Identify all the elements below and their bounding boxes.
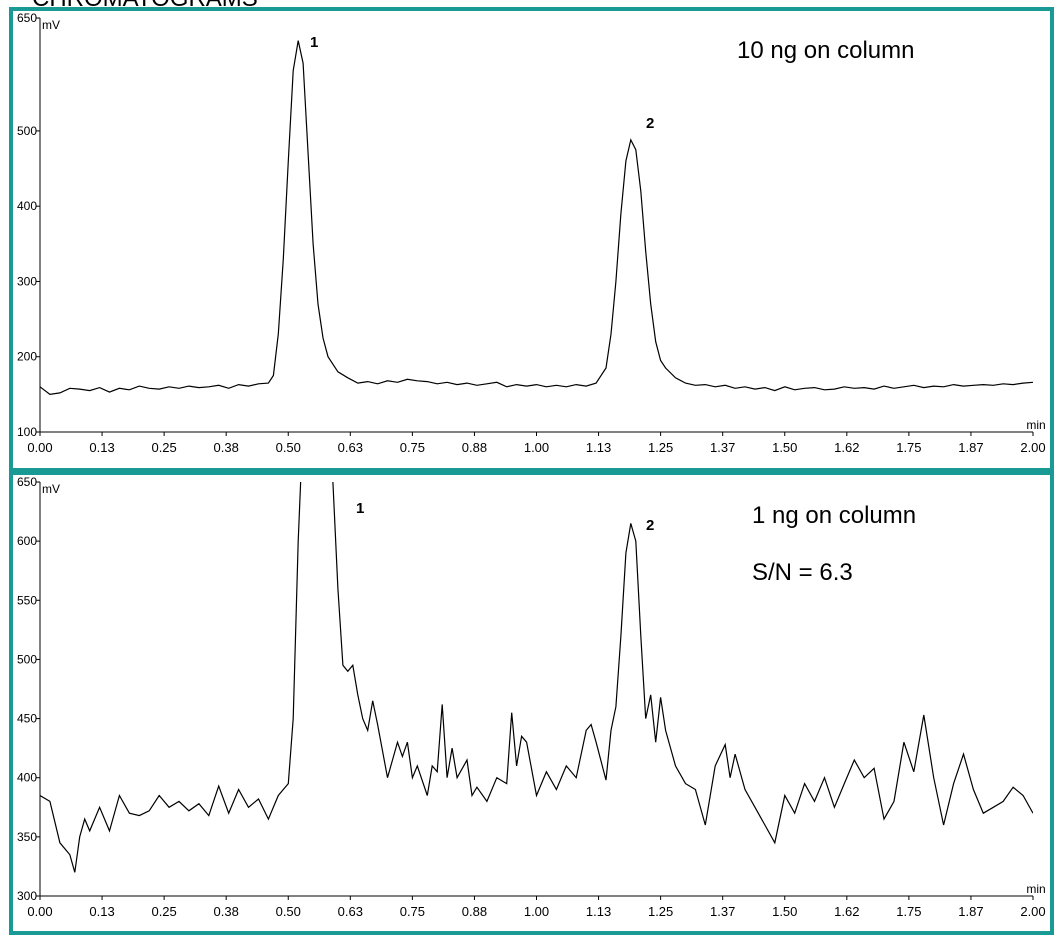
- x-tick-label: 1.00: [524, 904, 549, 919]
- annotation: 1: [356, 500, 364, 517]
- x-tick-label: 1.13: [586, 440, 611, 455]
- y-tick-label: 500: [17, 652, 37, 666]
- x-tick-label: 0.25: [151, 904, 176, 919]
- x-tick-label: 1.87: [958, 440, 983, 455]
- x-tick-label: 1.25: [648, 904, 673, 919]
- x-tick-label: 0.38: [214, 904, 239, 919]
- annotation: 2: [646, 517, 654, 534]
- x-tick-label: 0.13: [89, 440, 114, 455]
- x-tick-label: 0.13: [89, 904, 114, 919]
- y-tick-label: 600: [17, 534, 37, 548]
- x-tick-label: 0.50: [276, 904, 301, 919]
- y-tick-label: 650: [17, 475, 37, 489]
- x-tick-label: 0.88: [462, 440, 487, 455]
- x-tick-label: 1.50: [772, 904, 797, 919]
- y-tick-label: 200: [17, 350, 37, 364]
- x-tick-label: 1.87: [958, 904, 983, 919]
- x-tick-label: 1.50: [772, 440, 797, 455]
- x-tick-label: 1.37: [710, 904, 735, 919]
- x-tick-label: 0.75: [400, 904, 425, 919]
- chromatogram-line: [40, 40, 1033, 396]
- x-tick-label: 0.75: [400, 440, 425, 455]
- x-tick-label: 0.63: [338, 904, 363, 919]
- x-tick-label: 1.25: [648, 440, 673, 455]
- x-tick-label: 2.00: [1020, 440, 1045, 455]
- x-tick-label: 0.25: [151, 440, 176, 455]
- x-tick-label: 0.00: [27, 904, 52, 919]
- y-tick-label: 450: [17, 712, 37, 726]
- x-tick-label: 1.00: [524, 440, 549, 455]
- x-axis-unit: min: [1026, 418, 1045, 432]
- panel-frame: [9, 471, 1054, 935]
- x-tick-label: 2.00: [1020, 904, 1045, 919]
- y-tick-label: 300: [17, 274, 37, 288]
- annotation: 1 ng on column: [752, 502, 916, 529]
- annotation: 10 ng on column: [737, 37, 914, 64]
- chromatogram-line: [40, 482, 1033, 873]
- x-axis-unit: min: [1026, 882, 1045, 896]
- x-tick-label: 0.63: [338, 440, 363, 455]
- x-tick-label: 1.75: [896, 440, 921, 455]
- x-tick-label: 0.00: [27, 440, 52, 455]
- y-tick-label: 300: [17, 889, 37, 903]
- x-tick-label: 1.37: [710, 440, 735, 455]
- x-tick-label: 0.88: [462, 904, 487, 919]
- y-tick-label: 400: [17, 771, 37, 785]
- x-tick-label: 1.62: [834, 440, 859, 455]
- panel-frame: [9, 7, 1054, 472]
- y-tick-label: 650: [17, 11, 37, 25]
- y-axis-unit: mV: [42, 18, 60, 32]
- y-tick-label: 400: [17, 199, 37, 213]
- y-tick-label: 100: [17, 425, 37, 439]
- x-tick-label: 1.75: [896, 904, 921, 919]
- y-tick-label: 500: [17, 124, 37, 138]
- x-tick-label: 0.38: [214, 440, 239, 455]
- annotation: S/N = 6.3: [752, 559, 853, 586]
- annotation: 1: [310, 34, 318, 51]
- y-axis-unit: mV: [42, 482, 60, 496]
- x-tick-label: 0.50: [276, 440, 301, 455]
- y-tick-label: 550: [17, 593, 37, 607]
- x-tick-label: 1.13: [586, 904, 611, 919]
- x-tick-label: 1.62: [834, 904, 859, 919]
- y-tick-label: 350: [17, 830, 37, 844]
- annotation: 2: [646, 115, 654, 132]
